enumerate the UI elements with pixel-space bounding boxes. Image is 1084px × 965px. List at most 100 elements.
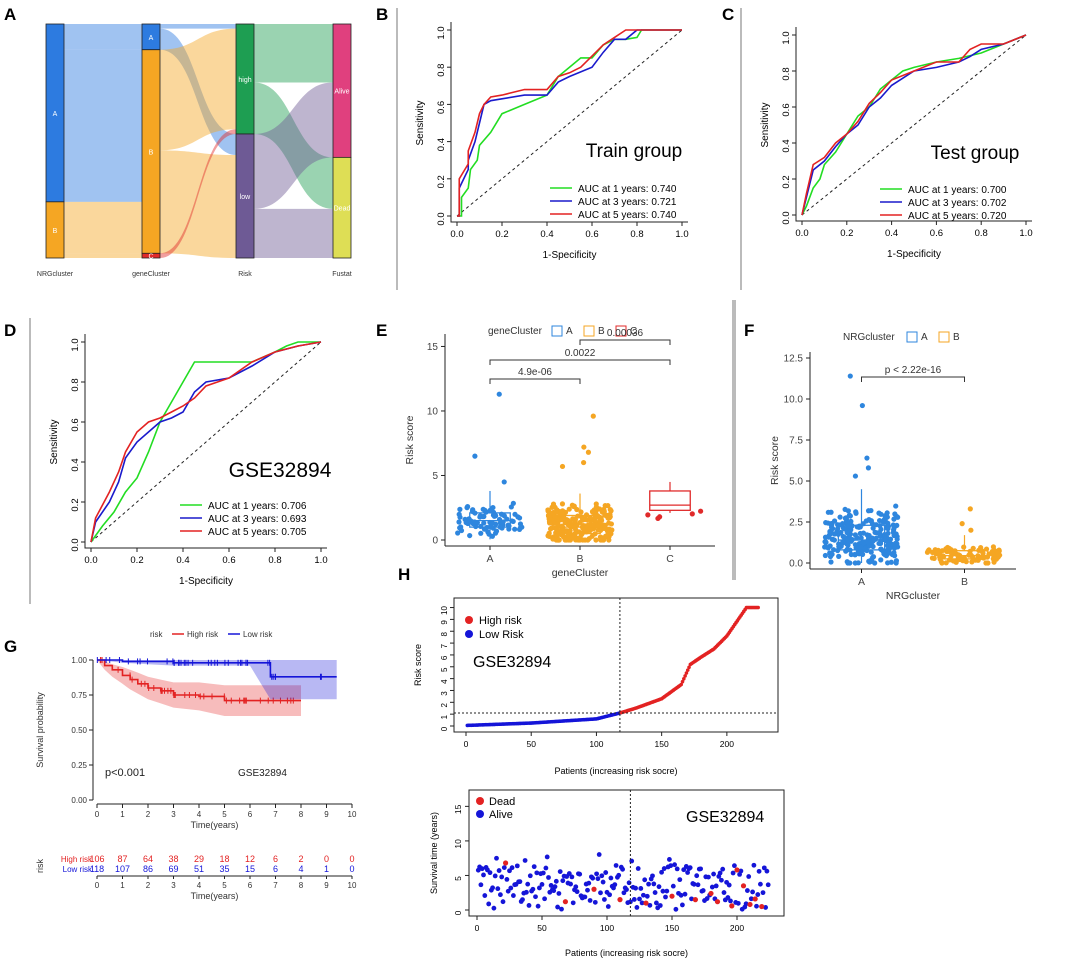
- risk-table-cell: 118: [90, 864, 104, 874]
- legend-swatch: [465, 616, 473, 624]
- jitter-point: [882, 532, 888, 538]
- jitter-point: [852, 552, 858, 558]
- risk-score-point: [756, 605, 760, 610]
- alive-point: [487, 870, 493, 876]
- jitter-point: [892, 511, 898, 517]
- comparison-pvalue: p < 2.22e-16: [885, 365, 942, 376]
- dead-point: [729, 903, 735, 909]
- risk-table-cell: 12: [245, 854, 255, 864]
- alive-point: [644, 893, 650, 899]
- x-tick-label: 0.6: [930, 228, 943, 239]
- alive-point: [689, 896, 694, 902]
- y-tick-label: 0.4: [781, 139, 792, 152]
- alive-point: [682, 891, 688, 897]
- x-tick-label: 1.0: [314, 555, 327, 566]
- x-tick-label: 200: [730, 923, 744, 933]
- alive-point: [494, 855, 499, 861]
- x-tick-label: A: [486, 553, 493, 565]
- alive-point: [596, 852, 602, 857]
- alive-point: [546, 875, 551, 880]
- legend-label: C: [630, 326, 637, 337]
- alive-point: [668, 863, 674, 869]
- jitter-point: [566, 506, 572, 512]
- alive-point: [647, 902, 653, 908]
- legend-label: A: [921, 332, 928, 343]
- alive-point: [758, 881, 763, 887]
- alive-point: [652, 890, 658, 895]
- risk-table-cell: 15: [245, 864, 255, 874]
- x-tick-label: 200: [720, 739, 734, 749]
- alive-point: [492, 873, 498, 879]
- jitter-point: [831, 537, 838, 543]
- y-tick-label: 5: [440, 667, 449, 672]
- alive-point: [613, 863, 619, 868]
- sankey-flow: [64, 253, 142, 258]
- roc-curve-blue: [90, 341, 322, 543]
- legend-swatch: [551, 325, 563, 337]
- y-tick-label: 6: [440, 655, 449, 660]
- jitter-point: [571, 503, 577, 510]
- jitter-point: [501, 513, 507, 519]
- x-axis-label: NRGcluster: [886, 590, 941, 602]
- legend-swatch: [906, 331, 918, 343]
- sankey-flow: [160, 24, 236, 29]
- dead-point: [759, 903, 765, 910]
- x-tick-label: 1: [120, 810, 125, 819]
- jitter-point: [825, 509, 831, 515]
- legend-label: AUC at 5 years: 0.705: [208, 527, 307, 538]
- legend-label: Dead: [489, 796, 515, 808]
- jitter-point: [867, 517, 873, 524]
- x-tick-label: 5: [222, 810, 227, 819]
- alive-point: [479, 866, 485, 872]
- risk-table-cell: 0: [349, 864, 354, 874]
- panel-label-g: G: [4, 637, 17, 656]
- alive-point: [677, 877, 683, 883]
- legend-label: Low Risk: [479, 629, 524, 641]
- outlier-point: [580, 459, 587, 466]
- jitter-point: [870, 554, 877, 560]
- jitter-point: [841, 534, 847, 540]
- comparison-pvalue: 4.9e-06: [518, 367, 552, 378]
- x-tick-label: 0.2: [130, 555, 143, 566]
- jitter-point: [893, 558, 900, 564]
- sankey-flow: [160, 150, 236, 258]
- alive-point: [642, 877, 648, 883]
- x-tick-label: 0.0: [795, 228, 808, 239]
- sankey-node-label: B: [53, 228, 58, 235]
- alive-point: [490, 885, 495, 891]
- sankey-node-label: B: [149, 150, 154, 157]
- risk-table-cell: 107: [115, 864, 130, 874]
- y-tick-label: 0.8: [436, 64, 447, 77]
- jitter-point: [878, 557, 884, 563]
- alive-point: [585, 887, 590, 893]
- alive-point: [624, 887, 629, 892]
- confidence-band: [97, 660, 301, 716]
- jitter-point: [489, 520, 496, 526]
- alive-point: [673, 906, 679, 912]
- y-tick-label: 4: [440, 679, 449, 684]
- panel-label-d: D: [4, 321, 16, 340]
- alive-point: [764, 868, 770, 874]
- alive-point: [508, 885, 514, 891]
- alive-point: [750, 889, 755, 895]
- jitter-point: [836, 553, 842, 559]
- alive-point: [728, 898, 733, 904]
- y-tick-label: 9: [440, 620, 449, 625]
- x-tick-label: 8: [299, 881, 304, 890]
- panel-g-km-survival: risk High risk Low risk0.000.250.500.751.0…: [35, 630, 357, 901]
- outlier-point: [859, 402, 865, 409]
- y-tick-label: 0.8: [781, 67, 792, 80]
- y-tick-label: 1.0: [70, 338, 81, 351]
- x-tick-label: 0: [464, 739, 469, 749]
- jitter-point: [477, 514, 483, 520]
- jitter-point: [457, 506, 463, 512]
- x-tick-label: 7: [273, 881, 278, 890]
- jitter-point: [605, 515, 611, 521]
- sankey-node-label: Dead: [334, 206, 351, 213]
- alive-point: [670, 883, 676, 889]
- alive-point: [754, 903, 759, 909]
- jitter-point: [830, 547, 837, 553]
- jitter-point: [464, 504, 471, 510]
- alive-point: [539, 881, 545, 887]
- jitter-point: [609, 527, 615, 533]
